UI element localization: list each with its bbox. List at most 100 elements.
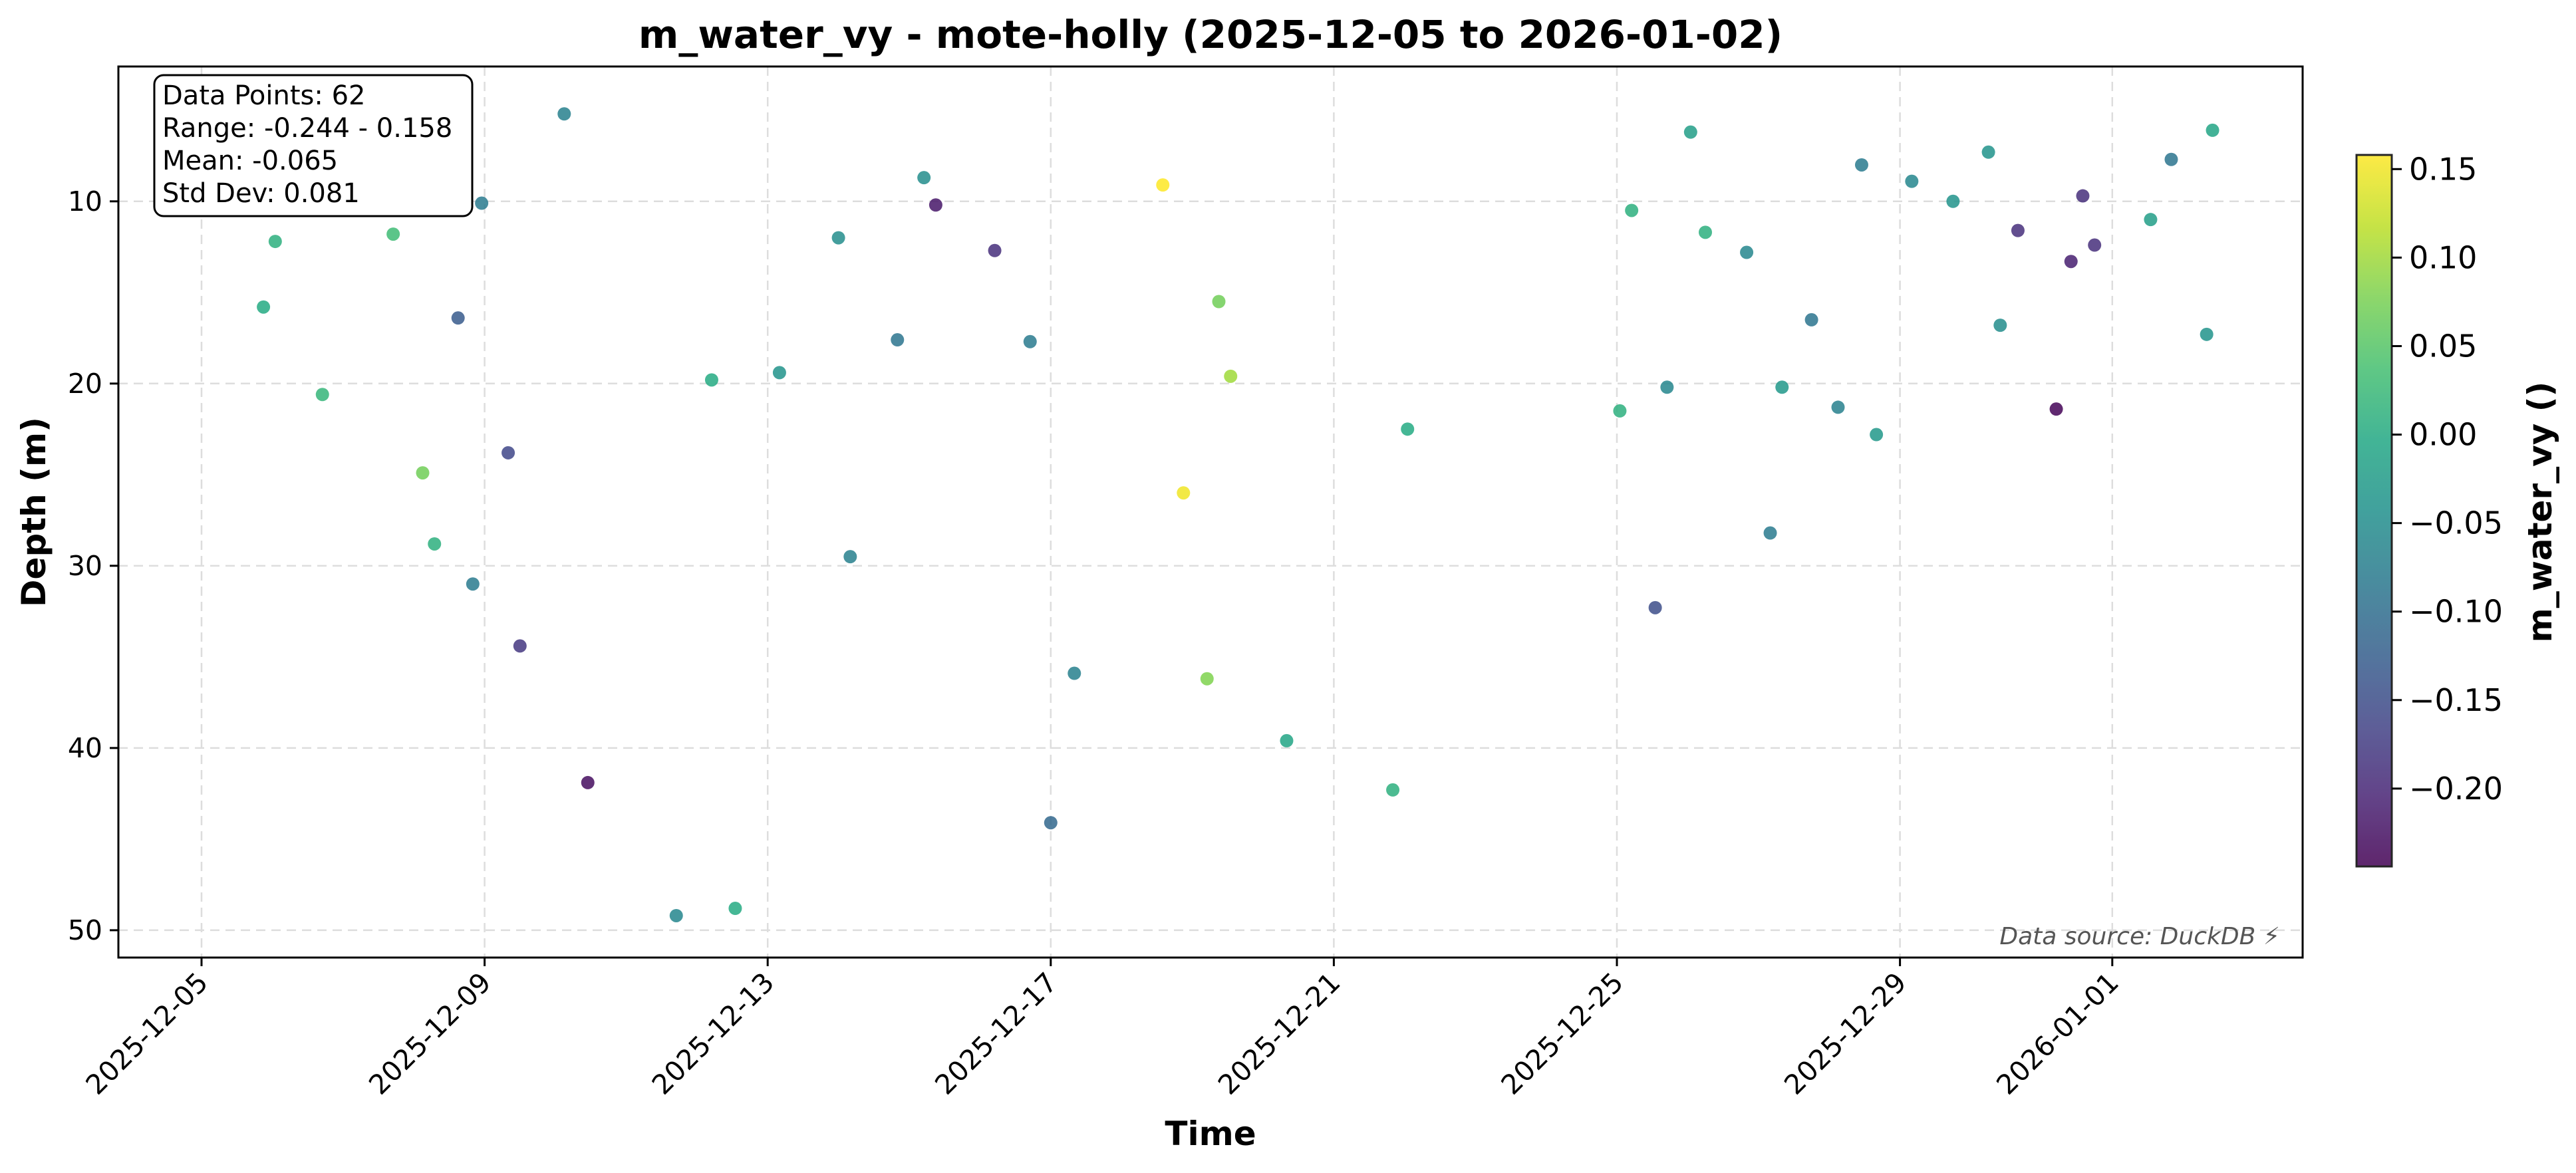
colorbar-tick-label: −0.10 [2409,594,2503,630]
colorbar-label: m_water_vy () [2521,382,2559,643]
y-axis-label: Depth (m) [15,417,53,607]
data-point [917,171,931,185]
x-tick-label: 2025-12-17 [929,966,1063,1101]
data-point [2064,255,2078,269]
data-point [1946,194,1960,208]
data-point [581,775,595,789]
data-point [2206,123,2219,137]
data-point [1683,125,1697,139]
data-source-note: Data source: DuckDB ⚡ [1999,923,2280,950]
colorbar-tick-label: 0.05 [2409,328,2477,364]
colorbar [2355,154,2393,868]
plot-frame [117,65,2304,959]
data-point [2144,213,2158,227]
data-point [1660,380,1674,394]
scatter-points [257,107,2219,922]
data-point [466,577,480,591]
data-point [891,333,905,347]
data-point [1212,295,1226,309]
data-point [2088,238,2102,252]
data-point [1699,225,1712,239]
data-point [416,466,430,480]
data-point [728,902,742,916]
x-tick-label: 2025-12-09 [362,966,497,1101]
data-point [1870,428,1884,442]
colorbar-tick-label: −0.20 [2409,771,2503,807]
colorbar-tick-label: 0.00 [2409,417,2477,453]
data-point [669,908,683,922]
data-point [513,639,527,653]
data-point [428,537,442,551]
data-point [1804,313,1818,326]
data-point [1981,145,1995,159]
y-tick-label: 20 [68,368,102,400]
colorbar-tick-label: 0.10 [2409,239,2477,275]
data-point [704,373,718,387]
y-tick-label: 50 [68,914,102,946]
data-point [2011,223,2025,237]
data-point [1156,178,1170,192]
x-tick-label: 2025-12-25 [1495,966,1630,1101]
data-point [831,231,845,245]
data-point [501,446,515,459]
x-tick-label: 2025-12-29 [1778,966,1912,1101]
y-tick-label: 40 [68,732,102,764]
data-point [475,196,489,210]
stats-box-frame [153,74,474,217]
colorbar-tick-label: −0.15 [2409,682,2503,718]
y-tick-label: 30 [68,550,102,582]
data-point [1224,369,1238,383]
x-tick-label: 2026-01-01 [1990,966,2124,1101]
data-point [1044,816,1058,830]
data-point [1831,400,1845,414]
data-point [1854,158,1868,172]
data-point [1625,203,1639,217]
data-point [1386,783,1400,797]
x-tick-label: 2025-12-05 [80,966,214,1101]
data-point [268,235,282,249]
x-axis-ticks: 2025-12-05 2025-12-09 2025-12-13 2025-12-17… [80,958,2125,1101]
data-point [843,550,857,564]
stats-range: Range: -0.244 - 0.158 [162,113,452,144]
data-point [1648,600,1662,614]
data-point [2164,152,2178,166]
data-point [929,198,942,212]
data-point [1401,422,1415,436]
data-point [1993,319,2007,332]
colorbar-tick-label: 0.15 [2409,151,2477,187]
data-point [988,243,1002,257]
colorbar-ticks: 0.15 0.10 0.05 0.00 −0.05 −0.10 −0.15 −0.20 [2392,151,2503,807]
data-point [1775,380,1789,394]
data-point [1905,174,1919,188]
data-point [386,227,400,241]
data-point [2200,327,2214,341]
stats-std-dev: Std Dev: 0.081 [162,178,360,209]
data-point [1200,672,1214,686]
y-tick-label: 10 [68,186,102,217]
data-point [315,388,329,402]
grid-lines [118,66,2303,958]
chart-title: m_water_vy - mote-holly (2025-12-05 to 2… [639,12,1783,57]
data-point [1280,733,1294,747]
data-point [1763,526,1777,540]
stats-mean: Mean: -0.065 [162,146,338,176]
colorbar-tick-label: −0.05 [2409,505,2503,541]
data-point [451,311,465,325]
data-point [2076,189,2090,203]
data-point [557,107,571,121]
plot-area [118,66,2303,958]
data-point [1068,666,1081,680]
data-point [257,300,271,314]
data-point [2049,402,2063,416]
data-point [1740,245,1754,259]
y-axis-ticks: 10 20 30 40 50 [68,186,118,946]
data-point [1177,486,1191,500]
data-point [772,366,786,380]
x-tick-label: 2025-12-13 [646,966,780,1101]
data-point [1613,404,1627,418]
x-tick-label: 2025-12-21 [1212,966,1346,1101]
stats-data-points: Data Points: 62 [162,80,365,111]
x-axis-label: Time [1165,1114,1256,1153]
stats-box: Data Points: 62 Range: -0.244 - 0.158 Me… [153,74,474,217]
